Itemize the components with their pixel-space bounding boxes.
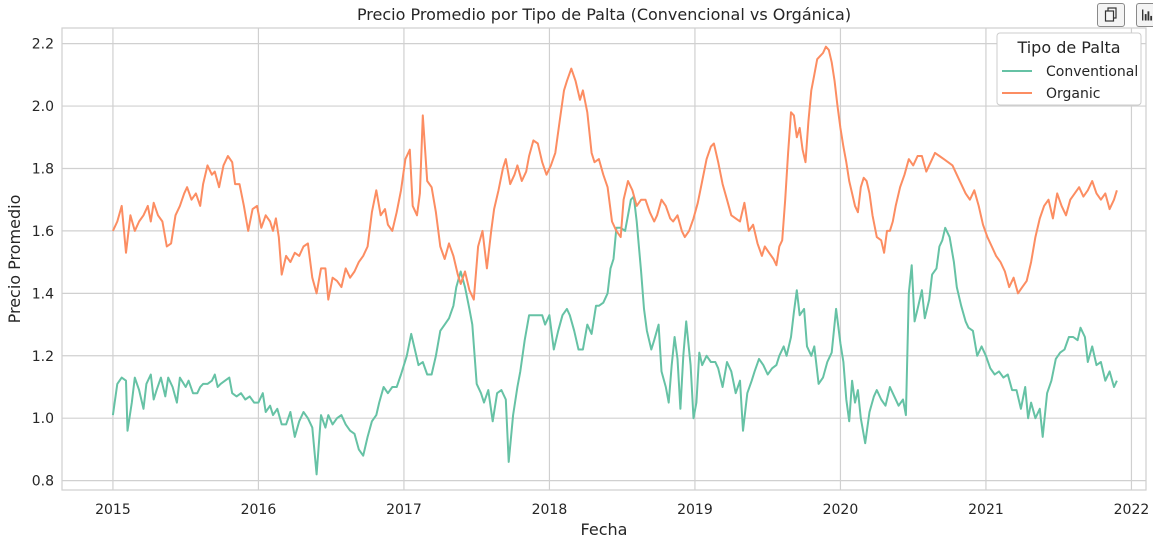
legend-box bbox=[996, 32, 1142, 106]
plot-area bbox=[61, 27, 1147, 491]
copy-button[interactable] bbox=[1097, 3, 1125, 27]
x-tick-labels: 2015 2016 2017 2018 2019 2020 2021 2022 bbox=[95, 502, 1149, 518]
bar-chart-icon bbox=[1142, 9, 1153, 21]
copy-icon bbox=[1104, 7, 1117, 22]
y-tick-label: 1.8 bbox=[32, 161, 54, 177]
y-tick-labels: 0.8 1.0 1.2 1.4 1.6 1.8 2.0 2.2 bbox=[32, 37, 54, 490]
series-line-conventional bbox=[111, 195, 1118, 476]
legend-title: Tipo de Palta bbox=[1016, 38, 1120, 57]
y-axis-title: Precio Promedio bbox=[5, 195, 24, 324]
legend-label-organic: Organic bbox=[1046, 86, 1100, 102]
y-tick-label: 1.2 bbox=[32, 349, 54, 365]
x-tick-label: 2018 bbox=[532, 502, 568, 518]
series-group bbox=[111, 45, 1118, 476]
y-tick-label: 1.0 bbox=[32, 411, 54, 427]
x-tick-label: 2022 bbox=[1114, 502, 1150, 518]
chart-title: Precio Promedio por Tipo de Palta (Conve… bbox=[357, 5, 851, 24]
y-tick-label: 2.0 bbox=[32, 99, 54, 115]
x-tick-label: 2021 bbox=[968, 502, 1004, 518]
chart-options-button[interactable] bbox=[1136, 3, 1153, 27]
x-tick-label: 2015 bbox=[95, 502, 131, 518]
x-tick-label: 2016 bbox=[241, 502, 277, 518]
legend: Tipo de Palta Conventional Organic bbox=[996, 32, 1142, 106]
legend-label-conventional: Conventional bbox=[1046, 64, 1138, 80]
x-axis-title: Fecha bbox=[581, 520, 628, 538]
grid bbox=[62, 28, 1146, 490]
y-tick-label: 1.4 bbox=[32, 286, 54, 302]
y-tick-label: 2.2 bbox=[32, 37, 54, 53]
x-tick-label: 2017 bbox=[386, 502, 422, 518]
y-tick-label: 0.8 bbox=[32, 474, 54, 490]
x-tick-label: 2019 bbox=[677, 502, 713, 518]
x-tick-label: 2020 bbox=[823, 502, 859, 518]
series-line-organic bbox=[111, 45, 1118, 301]
y-tick-label: 1.6 bbox=[32, 224, 54, 240]
